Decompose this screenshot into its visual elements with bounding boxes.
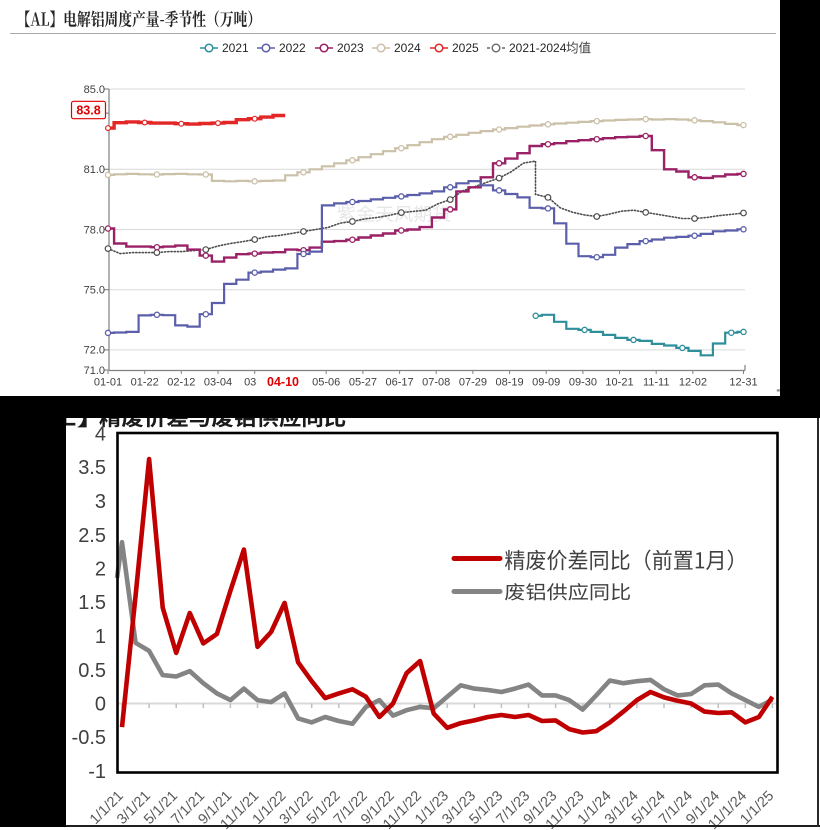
svg-text:08-19: 08-19 (496, 377, 524, 389)
svg-text:11-11: 11-11 (643, 377, 670, 389)
svg-text:2.5: 2.5 (78, 525, 106, 547)
svg-text:2025: 2025 (452, 41, 479, 55)
svg-text:06-17: 06-17 (386, 377, 414, 389)
svg-text:72.0: 72.0 (84, 345, 105, 357)
svg-text:71.0: 71.0 (84, 365, 105, 377)
svg-text:2: 2 (95, 559, 106, 581)
svg-text:81.0: 81.0 (84, 164, 105, 176)
svg-text:05-27: 05-27 (349, 377, 377, 389)
svg-text:85.0: 85.0 (84, 84, 105, 96)
svg-text:75.0: 75.0 (84, 285, 105, 297)
svg-text:4: 4 (95, 424, 106, 446)
svg-text:-0.5: -0.5 (72, 727, 106, 749)
svg-text:2021-2024: 2021-2024 (509, 41, 567, 55)
svg-text:07-08: 07-08 (422, 377, 450, 389)
svg-text:01-01: 01-01 (94, 377, 122, 389)
svg-text:78.0: 78.0 (84, 224, 105, 236)
svg-text:01-22: 01-22 (131, 377, 159, 389)
svg-text:02-12: 02-12 (167, 377, 195, 389)
svg-text:1: 1 (95, 626, 106, 648)
svg-text:12-02: 12-02 (679, 377, 707, 389)
svg-text:1.5: 1.5 (78, 592, 106, 614)
svg-text:10-21: 10-21 (605, 377, 633, 389)
svg-text:-1: -1 (88, 761, 106, 783)
svg-text:12-31: 12-31 (729, 377, 757, 389)
svg-text:3: 3 (95, 491, 106, 513)
svg-text:2022: 2022 (279, 41, 306, 55)
svg-text:0.5: 0.5 (78, 660, 106, 682)
svg-text:09-09: 09-09 (532, 377, 560, 389)
svg-text:05-06: 05-06 (312, 377, 340, 389)
svg-text:0: 0 (95, 694, 106, 716)
svg-text:3.5: 3.5 (78, 457, 106, 479)
svg-text:04-10: 04-10 (267, 375, 299, 389)
svg-text:2023: 2023 (337, 41, 364, 55)
svg-text:07-29: 07-29 (459, 377, 487, 389)
svg-text:2021: 2021 (222, 41, 249, 55)
svg-text:03: 03 (244, 377, 256, 389)
svg-text:83.8: 83.8 (76, 104, 100, 118)
svg-text:03-04: 03-04 (204, 377, 232, 389)
svg-text:2024: 2024 (394, 41, 421, 55)
svg-text:09-30: 09-30 (569, 377, 597, 389)
